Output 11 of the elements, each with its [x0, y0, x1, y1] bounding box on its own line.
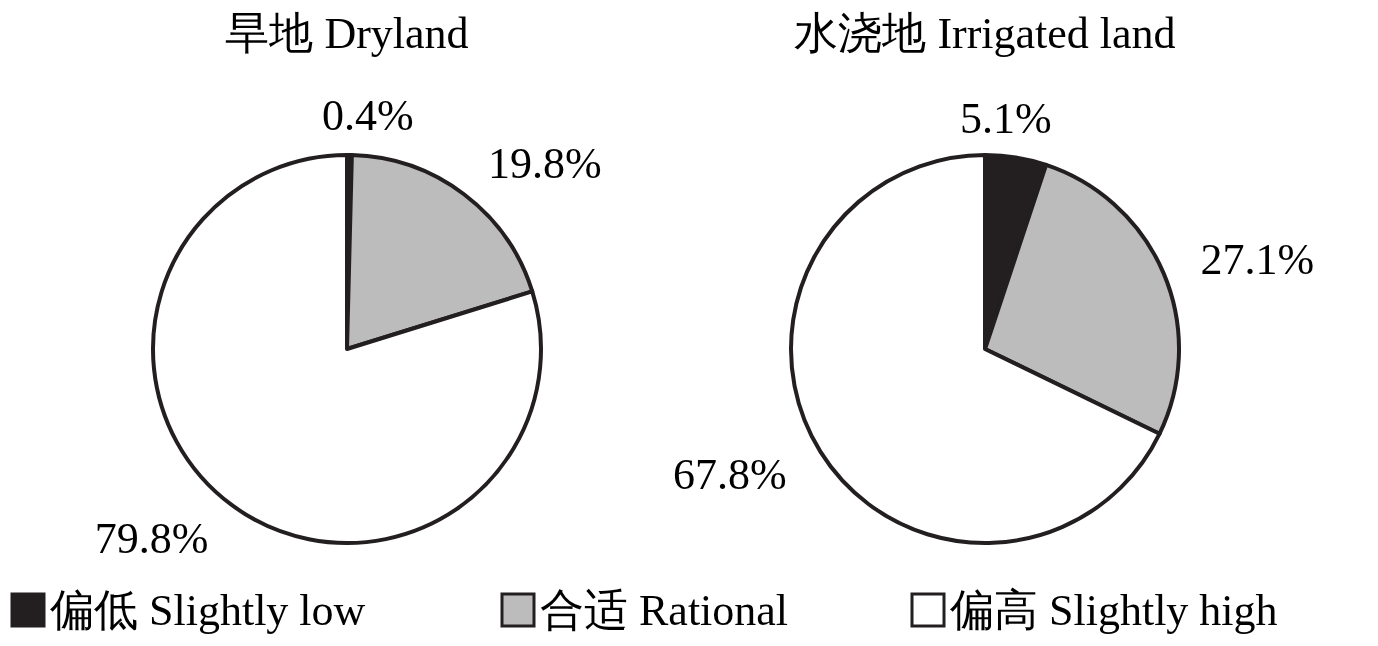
chart-title: 旱地 Dryland	[225, 9, 469, 58]
legend-label: 偏低 Slightly low	[50, 586, 366, 635]
legend-label: 偏高 Slightly high	[950, 586, 1278, 635]
data-label: 0.4%	[322, 91, 414, 141]
data-label: 79.8%	[94, 513, 209, 563]
data-label: 27.1%	[1200, 234, 1315, 284]
data-label: 67.8%	[672, 449, 787, 499]
data-label: 5.1%	[960, 94, 1052, 144]
data-label: 19.8%	[488, 138, 602, 188]
chart-title: 水浇地 Irrigated land	[794, 9, 1176, 58]
legend-label: 合适 Rational	[540, 586, 789, 635]
